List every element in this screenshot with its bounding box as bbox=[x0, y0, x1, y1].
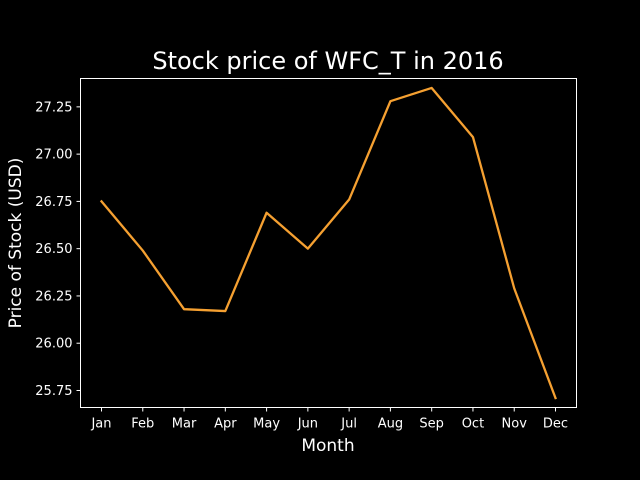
series-line bbox=[99, 86, 557, 400]
x-tick-label: Jul bbox=[340, 417, 357, 432]
x-axis-ticks: Jan Feb Mar Apr May Jun Jul Aug Sep Oct Nov Dec bbox=[90, 407, 568, 432]
x-tick-label: Feb bbox=[131, 417, 154, 432]
y-tick-label: 27.00 bbox=[35, 148, 72, 163]
y-axis-ticks: 25.75 26.00 26.25 26.50 26.75 27.00 27.25 bbox=[35, 100, 81, 399]
y-tick-label: 26.00 bbox=[35, 337, 72, 352]
x-axis-label: Month bbox=[301, 436, 354, 456]
x-tick-label: Oct bbox=[462, 417, 484, 432]
x-tick-label: Jun bbox=[297, 417, 318, 432]
x-tick-label: Mar bbox=[172, 417, 197, 432]
y-tick-label: 26.25 bbox=[35, 289, 72, 304]
y-tick-label: 25.75 bbox=[35, 384, 72, 399]
x-tick-label: Dec bbox=[543, 417, 568, 432]
x-tick-label: Nov bbox=[502, 417, 528, 432]
x-tick-label: Apr bbox=[214, 417, 237, 432]
x-tick-label: May bbox=[253, 417, 280, 432]
chart-title: Stock price of WFC_T in 2016 bbox=[152, 47, 503, 75]
x-tick-label: Aug bbox=[378, 417, 403, 432]
series-layer bbox=[99, 86, 557, 400]
y-axis-label: Price of Stock (USD) bbox=[6, 158, 26, 329]
y-tick-label: 26.50 bbox=[35, 242, 72, 257]
x-tick-label: Sep bbox=[419, 417, 444, 432]
y-tick-label: 27.25 bbox=[35, 100, 72, 115]
x-tick-label: Jan bbox=[90, 417, 111, 432]
plot-area-frame bbox=[80, 78, 577, 408]
y-tick-label: 26.75 bbox=[35, 195, 72, 210]
